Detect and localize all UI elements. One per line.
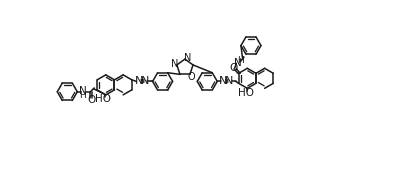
Text: N: N — [184, 53, 191, 63]
Text: N: N — [171, 59, 178, 69]
Text: H: H — [79, 91, 86, 100]
Text: HO: HO — [95, 94, 111, 104]
Text: O: O — [229, 63, 237, 73]
Text: O: O — [87, 95, 95, 105]
Text: N: N — [234, 58, 242, 68]
Text: N: N — [135, 76, 143, 86]
Text: N: N — [141, 76, 149, 86]
Text: O: O — [188, 72, 195, 82]
Text: N: N — [225, 76, 233, 86]
Text: H: H — [237, 56, 245, 65]
Text: N: N — [79, 86, 87, 96]
Text: N: N — [218, 76, 227, 86]
Text: HO: HO — [238, 88, 254, 98]
